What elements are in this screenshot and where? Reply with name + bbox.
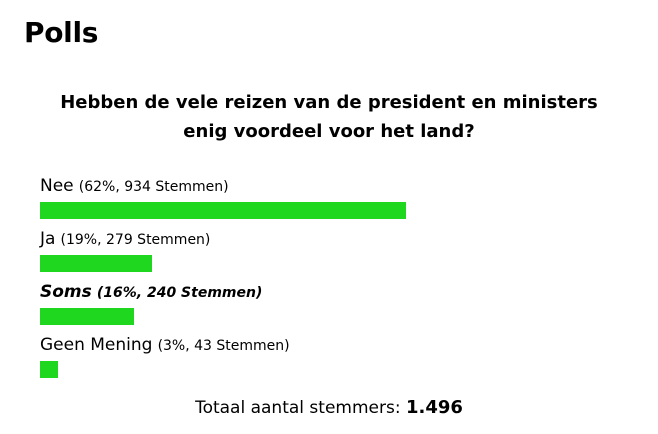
poll-option-name: Soms xyxy=(40,282,92,302)
poll-option-label-row: Soms (16%, 240 Stemmen) xyxy=(40,279,620,305)
poll-option-stats: (3%, 43 Stemmen) xyxy=(157,338,290,354)
poll-question: Hebben de vele reizen van de president e… xyxy=(20,88,638,146)
poll-option-ja[interactable]: Ja (19%, 279 Stemmen) xyxy=(40,226,620,279)
poll-option-stats: (62%, 934 Stemmen) xyxy=(78,179,229,195)
poll-result-bar-track xyxy=(40,255,630,272)
poll-option-name: Nee xyxy=(40,176,74,196)
poll-total-value: 1.496 xyxy=(405,397,463,418)
poll-result-bar-track xyxy=(40,361,630,378)
poll-option-name: Ja xyxy=(40,229,56,249)
poll-option-stats: (19%, 279 Stemmen) xyxy=(60,232,211,248)
poll-total-label: Totaal aantal stemmers: xyxy=(195,398,401,418)
poll-result-bar xyxy=(40,202,406,219)
poll-option-nee[interactable]: Nee (62%, 934 Stemmen) xyxy=(40,173,620,226)
poll-result-bar-track xyxy=(40,202,630,219)
poll-option-name: Geen Mening xyxy=(40,335,153,355)
poll-result-bar xyxy=(40,308,134,325)
poll-question-line-1: Hebben de vele reizen van de president e… xyxy=(60,92,598,113)
poll-option-label-row: Geen Mening (3%, 43 Stemmen) xyxy=(40,332,620,358)
poll-question-line-2: enig voordeel voor het land? xyxy=(183,121,475,142)
poll-result-bar-track xyxy=(40,308,630,325)
poll-options: Nee (62%, 934 Stemmen) Ja (19%, 279 Stem… xyxy=(40,173,620,385)
poll-total: Totaal aantal stemmers: 1.496 xyxy=(0,396,658,420)
poll-option-soms[interactable]: Soms (16%, 240 Stemmen) xyxy=(40,279,620,332)
poll-option-label-row: Nee (62%, 934 Stemmen) xyxy=(40,173,620,199)
polls-heading: Polls xyxy=(24,16,99,49)
poll-option-stats: (16%, 240 Stemmen) xyxy=(96,285,263,301)
poll-result-bar xyxy=(40,361,58,378)
poll-result-bar xyxy=(40,255,152,272)
poll-option-label-row: Ja (19%, 279 Stemmen) xyxy=(40,226,620,252)
poll-option-geen-mening[interactable]: Geen Mening (3%, 43 Stemmen) xyxy=(40,332,620,385)
